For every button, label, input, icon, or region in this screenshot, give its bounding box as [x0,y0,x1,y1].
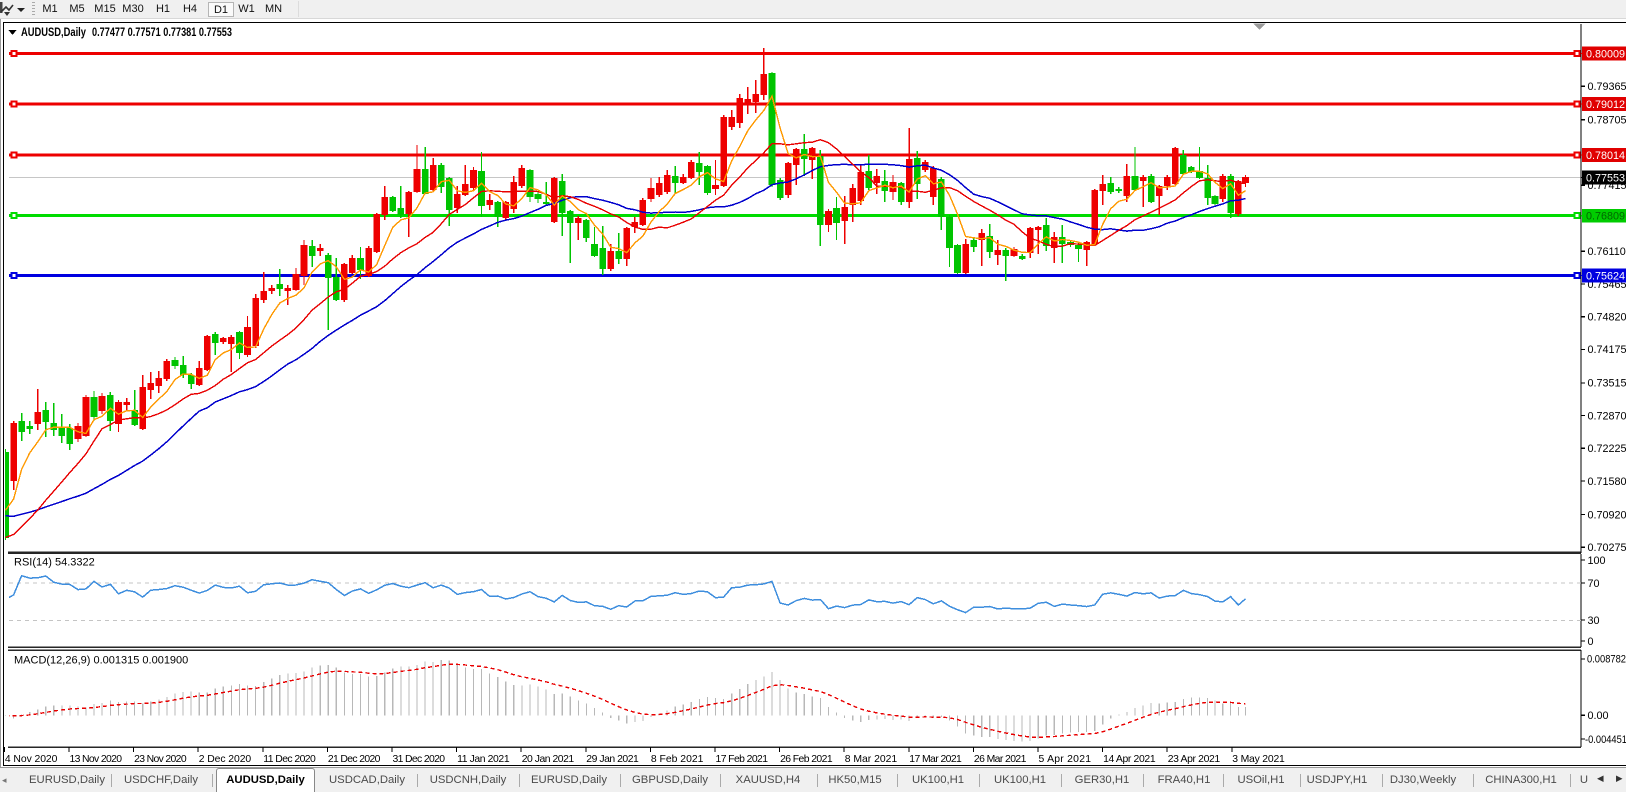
svg-text:0.73515: 0.73515 [1588,378,1626,390]
svg-text:0.71580: 0.71580 [1588,476,1626,488]
svg-text:70: 70 [1588,578,1600,590]
svg-text:0.79012: 0.79012 [1586,99,1625,111]
svg-text:MACD(12,26,9) 0.001315 0.00190: MACD(12,26,9) 0.001315 0.001900 [14,655,188,667]
svg-text:30: 30 [1588,615,1600,627]
svg-text:0.79365: 0.79365 [1588,81,1626,93]
svg-text:0.78705: 0.78705 [1588,115,1626,127]
svg-text:29 Jan 2021: 29 Jan 2021 [586,754,639,765]
svg-text:23 Nov 2020: 23 Nov 2020 [134,754,187,765]
svg-text:0.74175: 0.74175 [1588,344,1626,356]
svg-text:AUDUSD,Daily: AUDUSD,Daily [21,27,86,39]
svg-text:17 Feb 2021: 17 Feb 2021 [716,754,769,765]
svg-text:20 Jan 2021: 20 Jan 2021 [522,754,575,765]
svg-text:0.76110: 0.76110 [1588,246,1626,258]
svg-text:8 Feb 2021: 8 Feb 2021 [651,754,704,765]
svg-text:26 Mar 2021: 26 Mar 2021 [974,754,1027,765]
svg-text:RSI(14) 54.3322: RSI(14) 54.3322 [14,557,95,569]
svg-text:21 Dec 2020: 21 Dec 2020 [328,754,381,765]
svg-text:0.72225: 0.72225 [1588,443,1626,455]
svg-text:26 Feb 2021: 26 Feb 2021 [780,754,833,765]
svg-text:5 Apr 2021: 5 Apr 2021 [1039,754,1092,765]
svg-text:0.70275: 0.70275 [1588,542,1626,554]
svg-text:14 Apr 2021: 14 Apr 2021 [1103,754,1156,765]
svg-text:0.77553: 0.77553 [1586,172,1625,184]
svg-text:17 Mar 2021: 17 Mar 2021 [909,754,962,765]
svg-text:31 Dec 2020: 31 Dec 2020 [393,754,446,765]
svg-text:11 Jan 2021: 11 Jan 2021 [457,754,510,765]
svg-text:0: 0 [1588,636,1594,648]
svg-text:13 Nov 2020: 13 Nov 2020 [70,754,123,765]
svg-text:4 Nov 2020: 4 Nov 2020 [5,754,58,765]
svg-text:23 Apr 2021: 23 Apr 2021 [1168,754,1221,765]
svg-text:0.008782: 0.008782 [1587,654,1626,666]
svg-text:0.74820: 0.74820 [1588,312,1626,324]
svg-text:11 Dec 2020: 11 Dec 2020 [263,754,316,765]
svg-text:0.75624: 0.75624 [1586,270,1625,282]
svg-text:0.80009: 0.80009 [1586,48,1625,60]
svg-text:2 Dec 2020: 2 Dec 2020 [199,754,252,765]
svg-text:0.70920: 0.70920 [1588,509,1626,521]
svg-text:3 May 2021: 3 May 2021 [1232,754,1285,765]
svg-text:0.76809: 0.76809 [1586,211,1625,223]
svg-text:-0.004451: -0.004451 [1585,734,1626,746]
svg-text:8 Mar 2021: 8 Mar 2021 [845,754,898,765]
svg-text:0.77477 0.77571 0.77381 0.7755: 0.77477 0.77571 0.77381 0.77553 [92,27,232,39]
svg-text:0.78014: 0.78014 [1586,150,1625,162]
svg-text:100: 100 [1588,555,1606,567]
svg-text:0.72870: 0.72870 [1588,410,1626,422]
svg-text:0.00: 0.00 [1588,710,1609,722]
